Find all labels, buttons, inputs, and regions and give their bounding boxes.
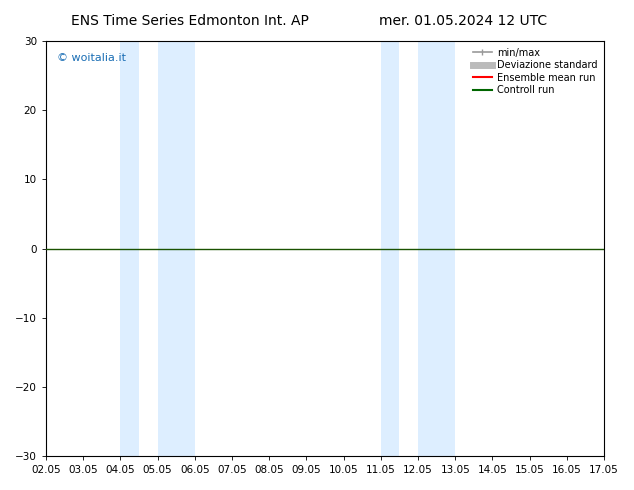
Text: ENS Time Series Edmonton Int. AP: ENS Time Series Edmonton Int. AP	[71, 14, 309, 28]
Bar	[418, 41, 455, 456]
Legend: min/max, Deviazione standard, Ensemble mean run, Controll run: min/max, Deviazione standard, Ensemble m…	[470, 46, 599, 97]
Text: © woitalia.it: © woitalia.it	[57, 53, 126, 64]
Bar	[157, 41, 195, 456]
Bar	[120, 41, 139, 456]
Bar	[381, 41, 399, 456]
Text: mer. 01.05.2024 12 UTC: mer. 01.05.2024 12 UTC	[378, 14, 547, 28]
